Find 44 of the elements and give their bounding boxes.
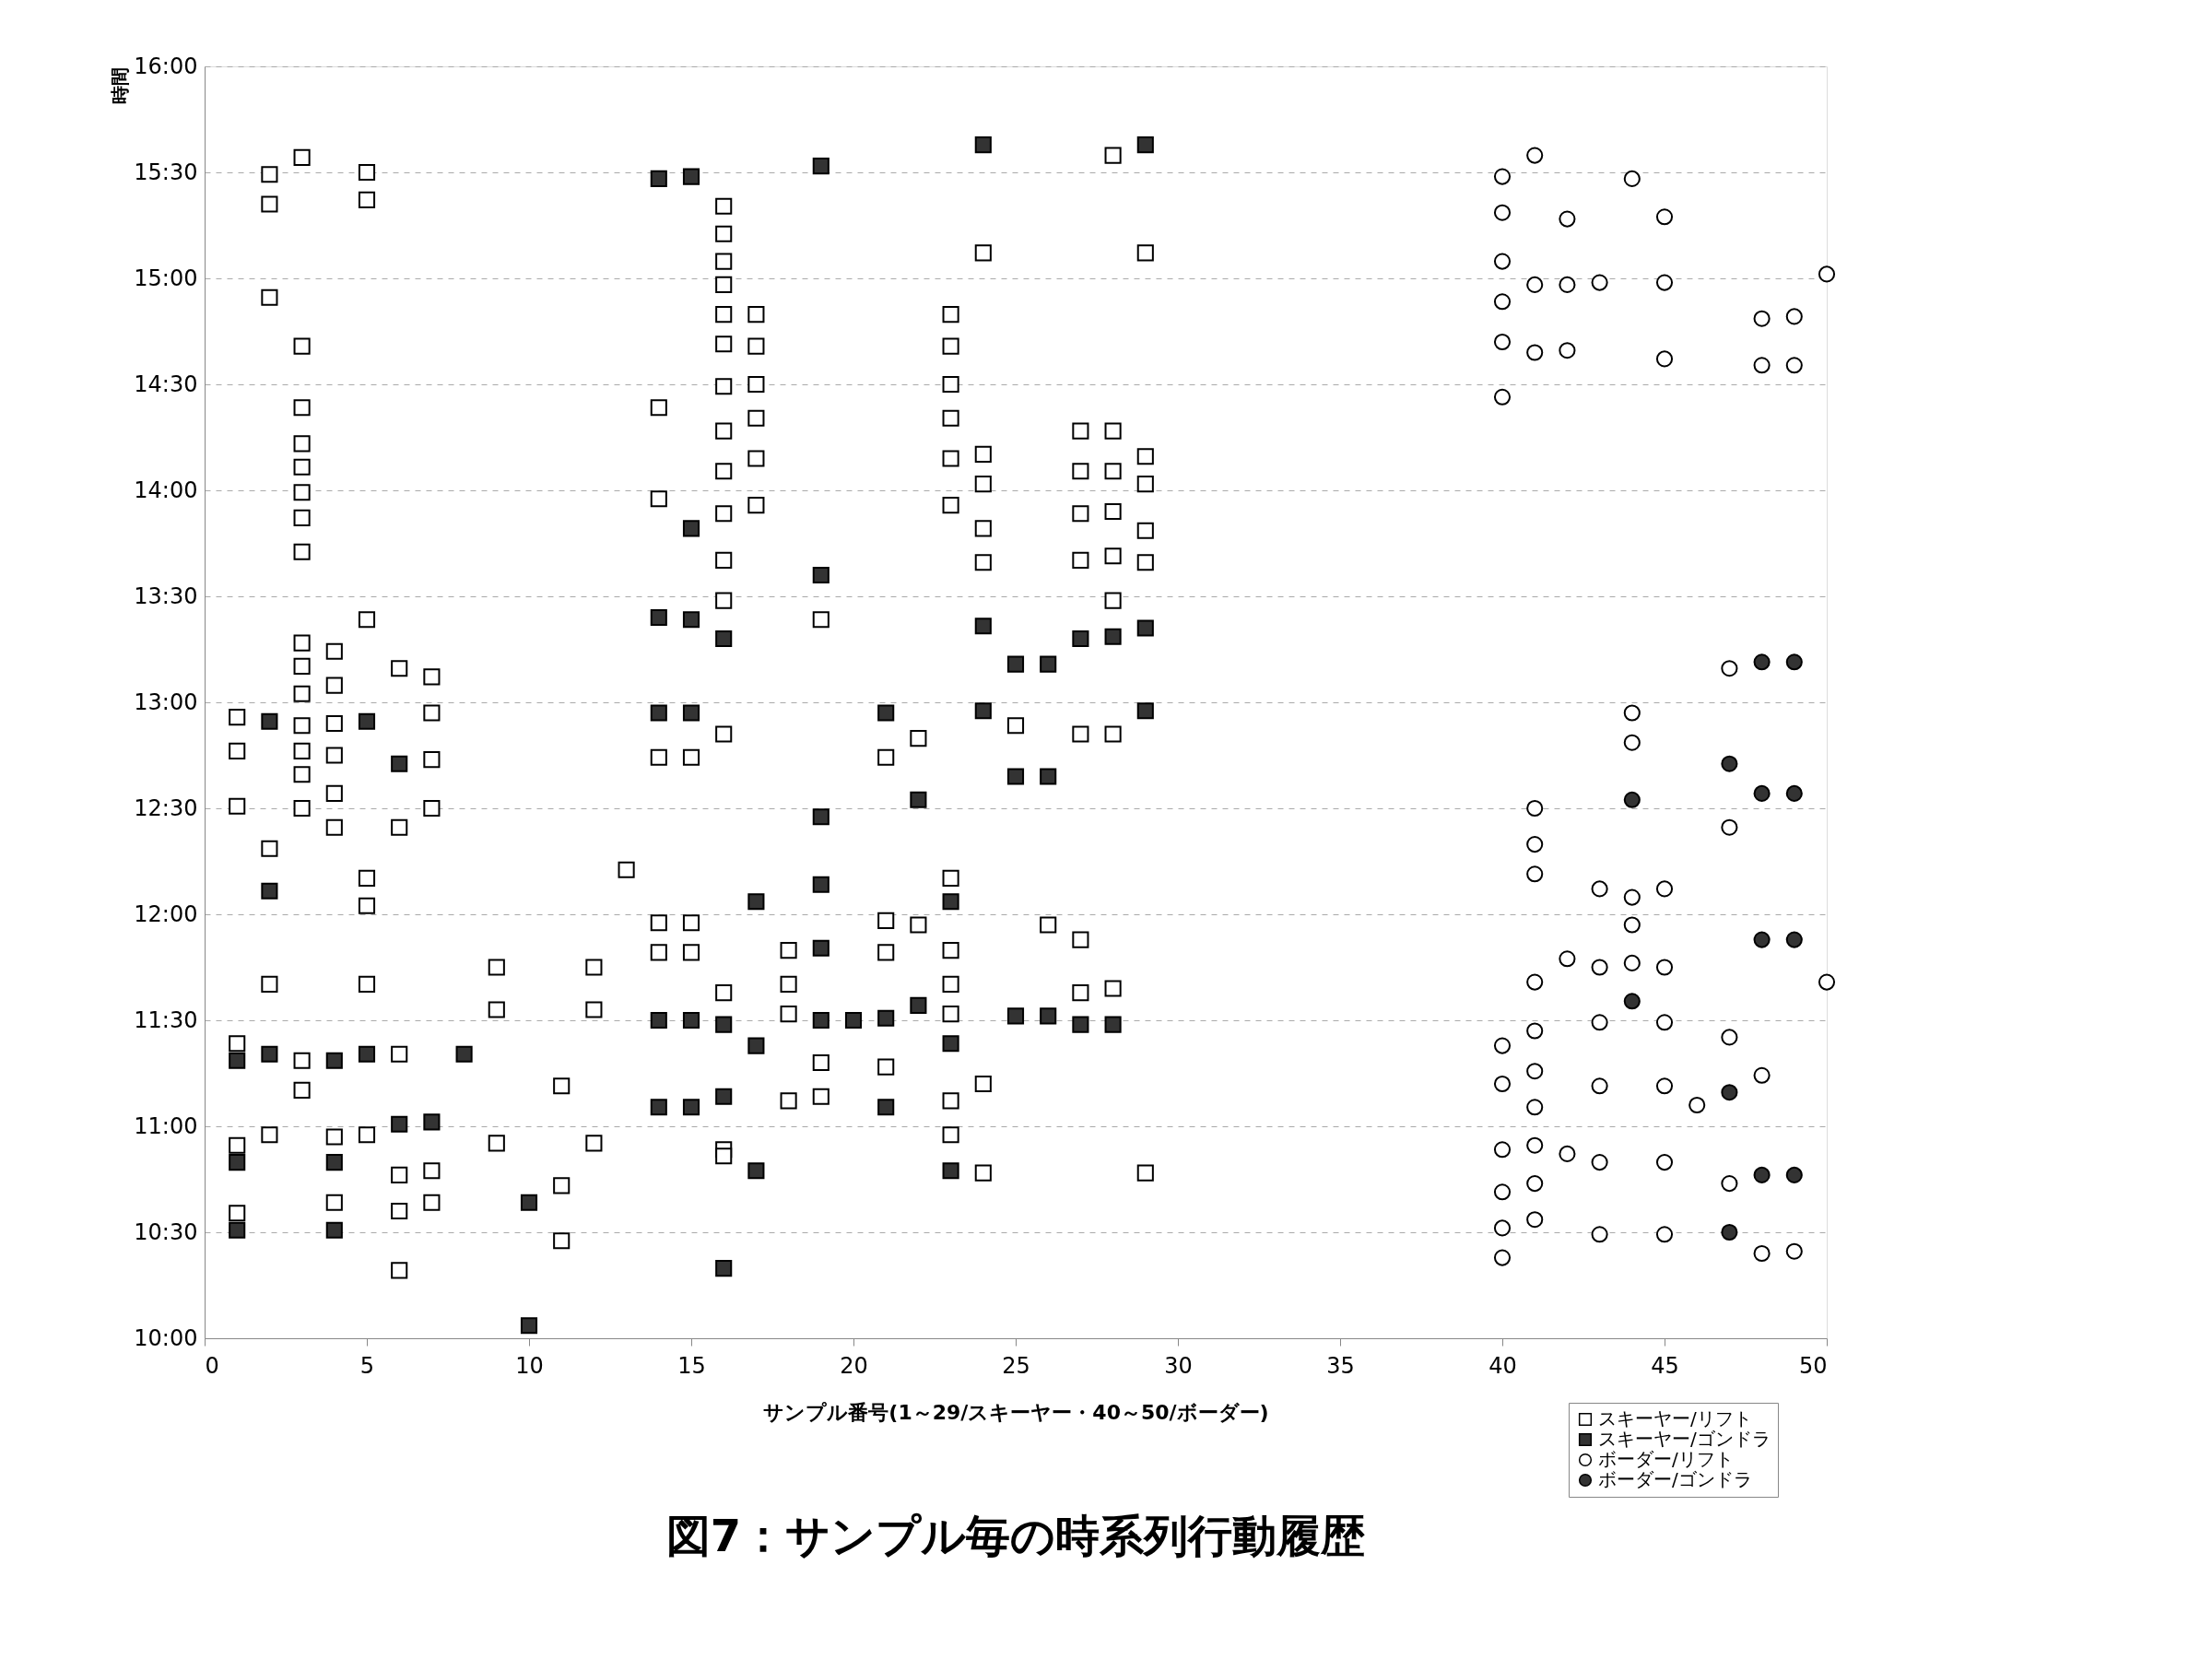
y-tick-label: 15:00 — [134, 265, 198, 291]
x-axis-title: サンプル番号(1～29/スキーヤー・40～50/ボーダー) — [763, 1400, 1269, 1424]
x-tick-label: 20 — [840, 1352, 868, 1379]
point — [1785, 931, 1803, 948]
text: 図7：サンプル毎の時系列行動履歴 — [665, 1509, 1366, 1561]
point — [1753, 784, 1771, 802]
y-tick-label: 10:00 — [134, 1324, 198, 1351]
point — [1785, 653, 1803, 671]
point — [1623, 993, 1641, 1010]
point — [1623, 791, 1641, 808]
y-tick-label: 14:30 — [134, 371, 198, 397]
x-tick-label: 5 — [359, 1352, 375, 1379]
x-tick-label: 10 — [515, 1352, 544, 1379]
x-tick-label: 0 — [205, 1352, 219, 1379]
legend-label: スキーヤー/リフト — [1598, 1407, 1752, 1430]
x-tick-label: 30 — [1164, 1352, 1193, 1379]
x-tick-label: 50 — [1798, 1352, 1828, 1379]
x-tick-label: 25 — [1002, 1352, 1030, 1379]
x-tick-label: 15 — [677, 1352, 706, 1379]
y-tick-label: 15:30 — [134, 159, 198, 185]
y-tick-label: 14:00 — [134, 477, 198, 503]
x-tick-label: 40 — [1488, 1352, 1517, 1379]
point — [1753, 1166, 1771, 1183]
y-tick-label: 13:30 — [134, 582, 198, 609]
legend-label: ボーダー/ゴンドラ — [1598, 1468, 1752, 1490]
point — [1721, 755, 1738, 772]
point — [1753, 653, 1771, 671]
point — [1785, 1166, 1803, 1183]
y-tick-label: 10:30 — [134, 1218, 198, 1245]
legend-label: スキーヤー/ゴンドラ — [1598, 1428, 1771, 1450]
point — [1785, 784, 1803, 802]
y-tick-label: 13:00 — [134, 688, 198, 715]
y-tick-label: 16:00 — [134, 53, 198, 79]
point — [1721, 1084, 1738, 1101]
legend-label: ボーダー/リフト — [1598, 1448, 1734, 1470]
y-tick-label: 12:30 — [134, 794, 198, 821]
y-tick-label: 12:00 — [134, 900, 198, 927]
point — [1753, 931, 1771, 948]
y-tick-label: 11:30 — [134, 1006, 198, 1033]
y-axis-title: 時間 — [109, 66, 132, 104]
x-tick-label: 35 — [1326, 1352, 1355, 1379]
y-tick-label: 11:00 — [134, 1112, 198, 1139]
x-tick-label: 45 — [1651, 1352, 1679, 1379]
point — [1721, 1223, 1738, 1241]
